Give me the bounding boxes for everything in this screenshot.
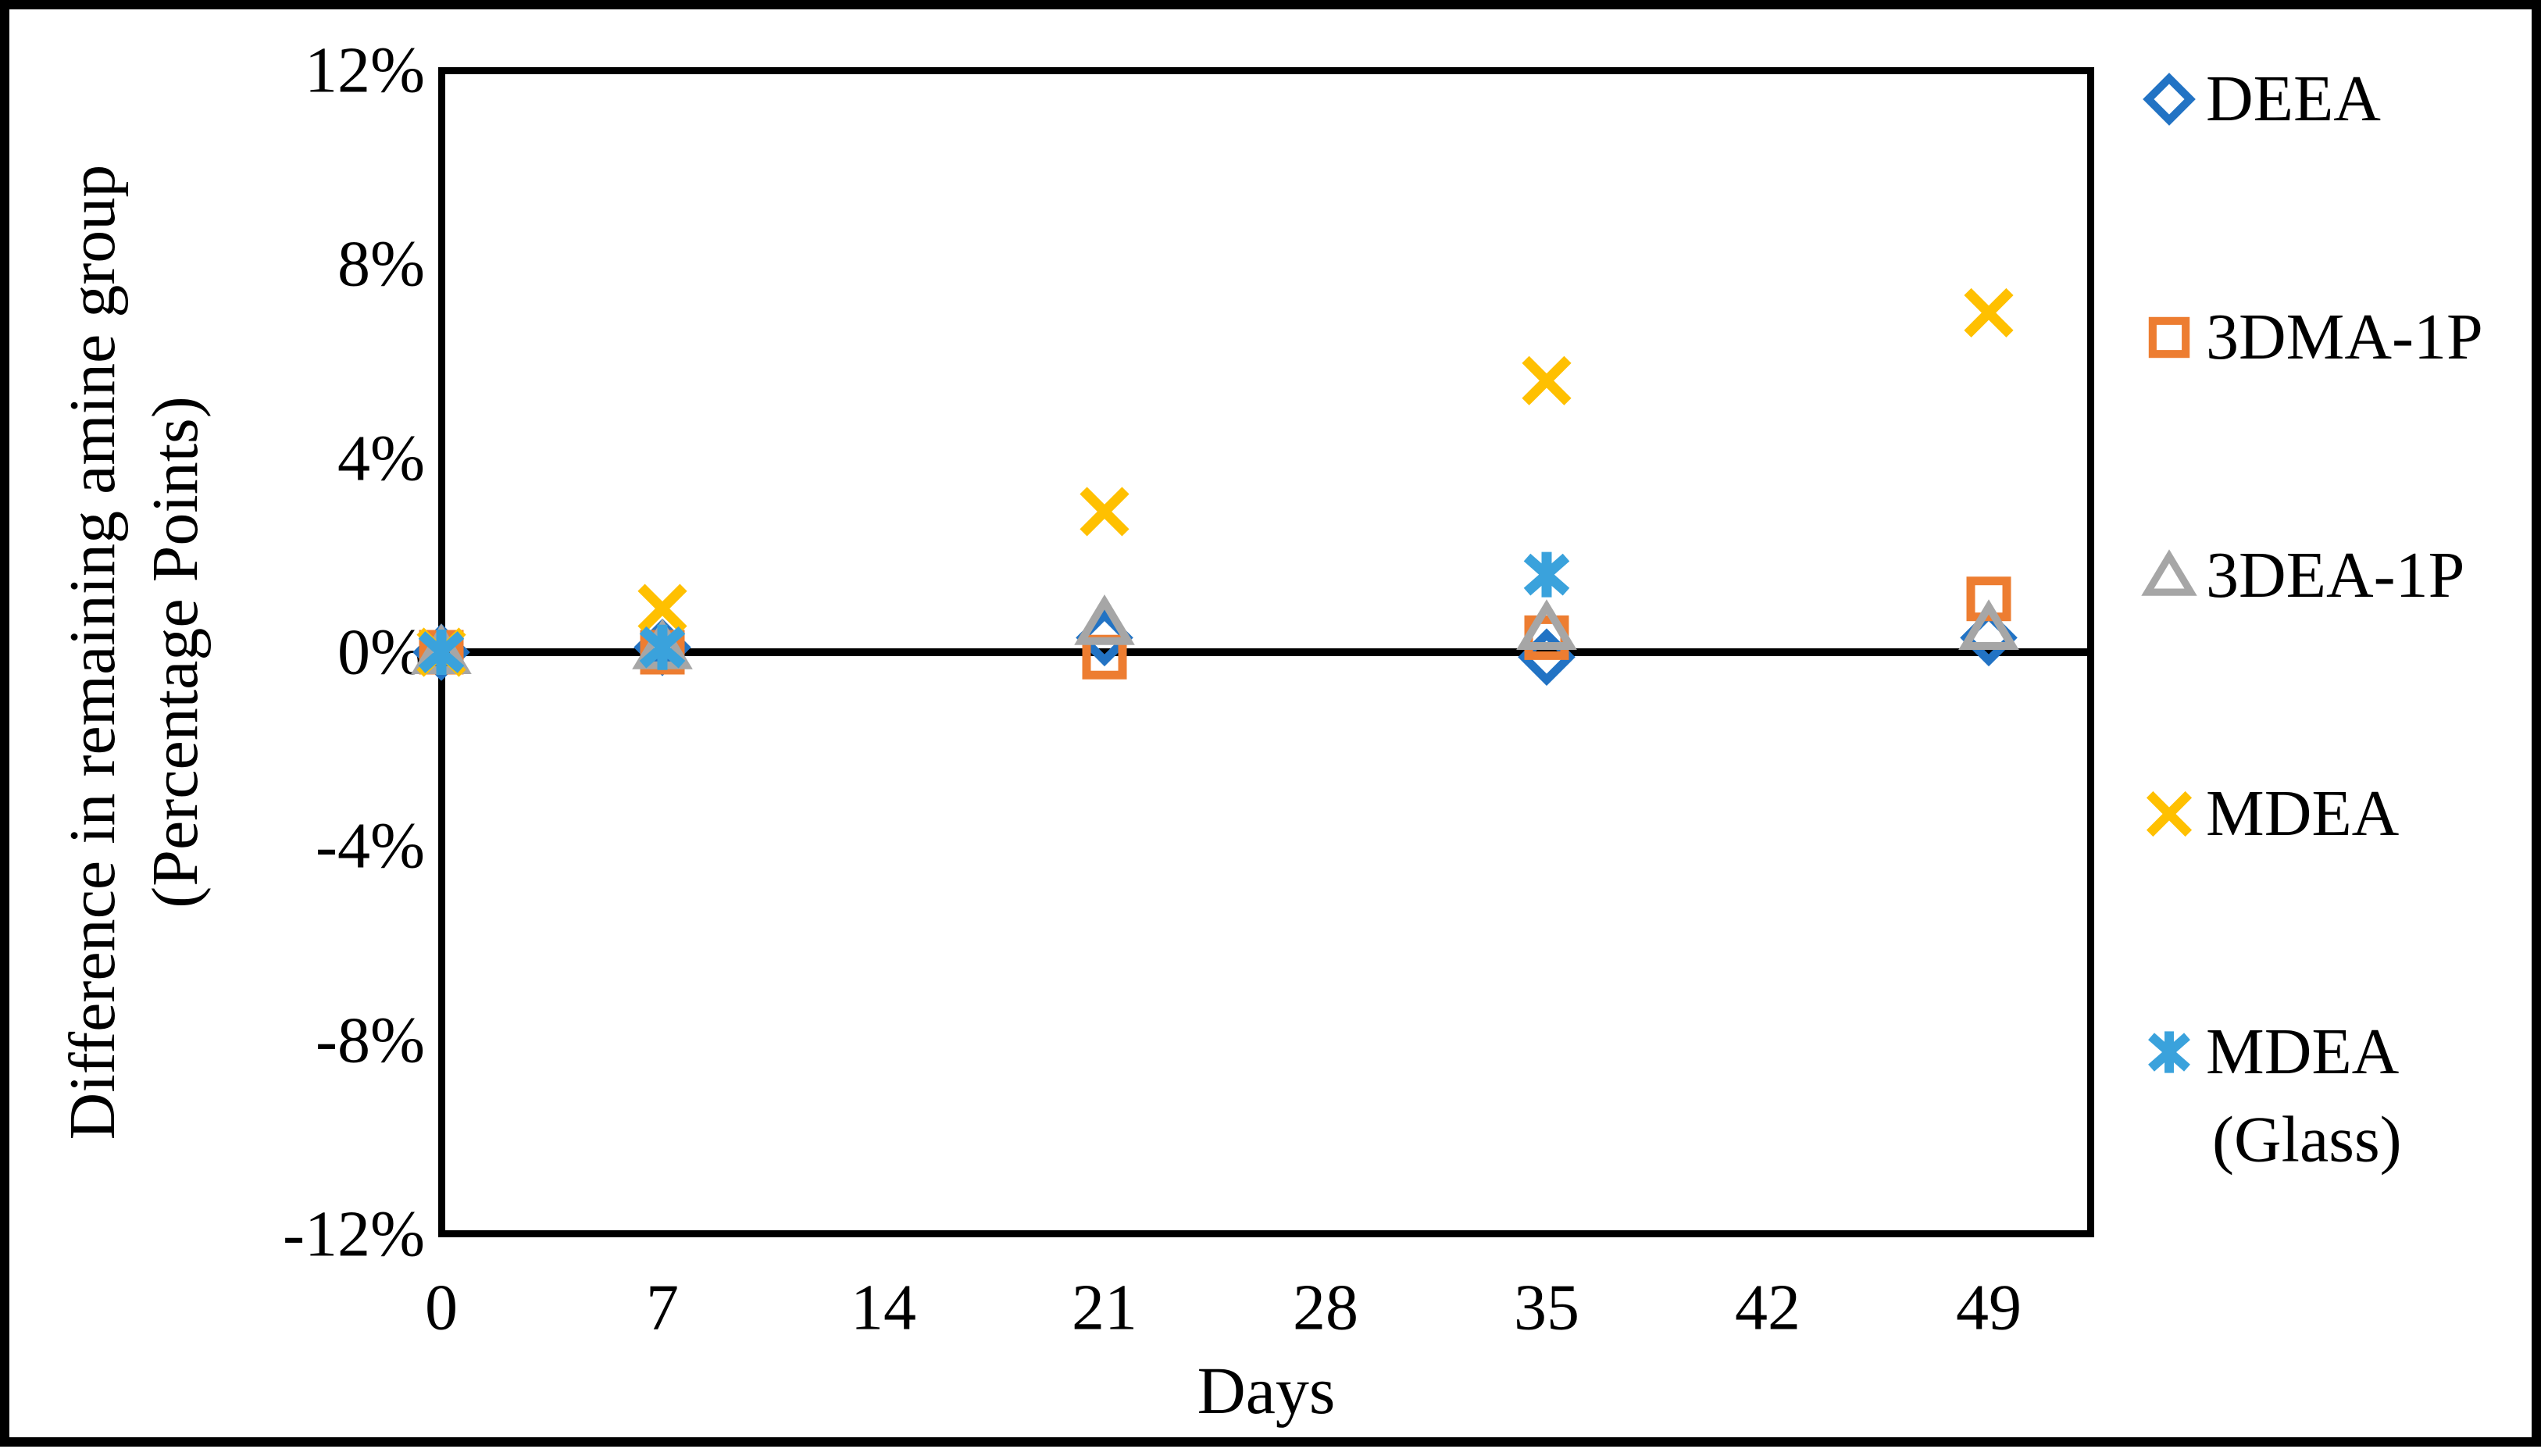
x-tick-label: 42 [1735,1271,1800,1344]
y-tick-label: 8% [337,227,425,301]
x-tick-label: 0 [425,1271,458,1344]
legend-label: 3DEA-1P [2206,539,2465,612]
x-axis-title: Days [1197,1353,1336,1428]
marker-asterisk-mdea-glass--day-35 [1523,551,1570,598]
x-tick-label: 28 [1293,1271,1358,1344]
legend-label-line2: (Glass) [2212,1103,2402,1176]
marker-triangle-3dea-1p-day-35 [1516,599,1577,650]
y-tick-label: -8% [316,1004,425,1077]
legend-label: DEEA [2206,62,2381,135]
legend-label: MDEA [2206,1015,2400,1088]
xcross-legend-icon [2146,790,2193,837]
marker-xcross-mdea-day-49 [1964,287,2014,338]
x-tick-label: 21 [1072,1271,1137,1344]
legend-label: MDEA [2206,777,2400,850]
zero-line [441,648,2091,656]
diamond-legend-icon [2143,73,2196,126]
marker-xcross-mdea-day-7 [637,583,687,633]
y-tick-label: -12% [283,1197,425,1271]
y-tick-label: 0% [337,616,425,689]
marker-asterisk-mdea-glass--day-0 [418,630,465,675]
marker-square-3dma-1p-day-49 [1966,576,2011,622]
marker-triangle-3dea-1p-day-49 [1958,599,2019,650]
y-tick-label: 4% [337,422,425,495]
x-tick-label: 35 [1514,1271,1579,1344]
y-tick-label: 12% [305,34,425,107]
square-legend-icon [2148,316,2190,359]
y-tick-label: -4% [316,809,425,883]
triangle-legend-icon [2141,549,2197,596]
marker-asterisk-mdea-glass--day-7 [639,624,686,670]
data-points-layer [411,287,2019,686]
marker-triangle-3dea-1p-day-21 [1074,594,1135,645]
marker-xcross-mdea-day-21 [1080,487,1130,537]
x-tick-label: 14 [851,1271,916,1344]
x-tick-label: 49 [1956,1271,2022,1344]
marker-xcross-mdea-day-35 [1522,355,1572,405]
asterisk-legend-icon [2148,1031,2190,1073]
legend-label: 3DMA-1P [2206,301,2483,373]
x-tick-label: 7 [646,1271,679,1344]
